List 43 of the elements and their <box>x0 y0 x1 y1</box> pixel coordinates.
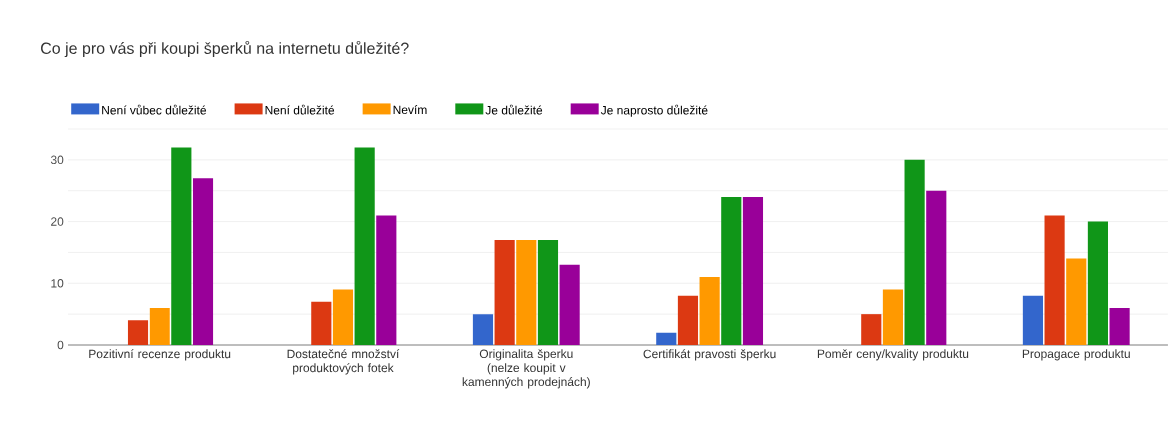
bar <box>742 196 764 345</box>
bar <box>904 159 925 345</box>
bar <box>494 240 515 345</box>
bar <box>1087 221 1109 345</box>
x-tick-label: Propagace produktu <box>1022 349 1130 361</box>
bar <box>332 289 354 345</box>
bar <box>354 147 375 345</box>
bar <box>721 196 742 345</box>
bar <box>1109 307 1130 345</box>
bar <box>537 240 559 345</box>
y-tick-label: 30 <box>50 155 64 165</box>
bar <box>376 215 397 345</box>
bar <box>311 301 332 345</box>
legend-label: Není vůbec důležité <box>102 104 207 115</box>
bar <box>149 307 170 345</box>
bar <box>861 314 882 345</box>
y-tick-label: 10 <box>51 279 64 288</box>
bar <box>192 178 214 345</box>
bar <box>926 190 947 345</box>
bar <box>559 264 580 345</box>
bar <box>699 277 720 345</box>
bar <box>1066 258 1087 345</box>
bar <box>171 147 192 345</box>
bar <box>516 240 537 345</box>
bar <box>127 320 149 345</box>
x-tick-label: Dostatečné množství produktových fotek <box>287 349 400 375</box>
y-tick-label: 0 <box>57 340 64 350</box>
bar <box>1044 215 1065 345</box>
legend-label: Je důležité <box>485 104 543 115</box>
bar <box>1022 295 1044 345</box>
x-tick-label: Pozitivní recenze produktu <box>89 349 231 361</box>
x-tick-label: Certifikát pravosti šperku <box>643 349 776 361</box>
legend-label: Nevím <box>393 105 427 115</box>
bar <box>472 314 494 345</box>
bar <box>677 295 699 345</box>
bar <box>656 332 677 345</box>
y-tick-label: 20 <box>51 217 64 226</box>
x-tick-label: Poměr ceny/kvality produktu <box>817 349 969 361</box>
chart-title: Co je pro vás při koupi šperků na internetu důležité? <box>41 40 409 58</box>
x-tick-label: Originalita šperku (nelze koupit v kamenných prodejnách) <box>462 349 590 389</box>
legend-label: Není důležité <box>265 104 335 115</box>
bar <box>882 289 904 345</box>
legend-label: Je naprosto důležité <box>600 104 708 117</box>
